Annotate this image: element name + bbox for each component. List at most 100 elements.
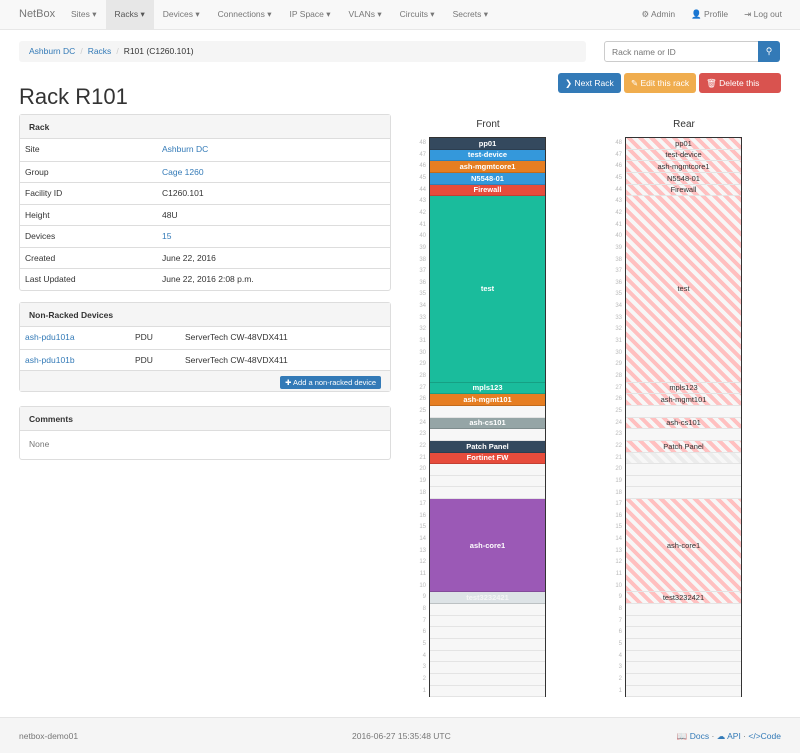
empty-unit[interactable] (626, 651, 741, 663)
empty-unit[interactable] (626, 686, 741, 698)
profile-link[interactable]: 👤 Profile (691, 0, 728, 29)
rack-device-front[interactable]: test-device (430, 149, 545, 162)
rack-device-rear[interactable]: ash-cs101 (626, 417, 741, 430)
empty-unit[interactable] (430, 651, 545, 663)
nav-menu-racks[interactable]: Racks ▾ (105, 0, 154, 29)
empty-unit[interactable] (626, 639, 741, 651)
unit-number: 4 (618, 652, 622, 659)
rack-device-front[interactable]: ash-cs101 (430, 417, 545, 430)
rack-device-rear[interactable]: ash-mgmtcore1 (626, 161, 741, 173)
admin-link[interactable]: ⚙ Admin (641, 0, 675, 29)
empty-unit[interactable] (430, 639, 545, 651)
device-link[interactable]: ash-pdu101b (25, 354, 75, 365)
attr-label: Group (25, 166, 49, 177)
device-link[interactable]: ash-pdu101a (25, 332, 75, 342)
nav-menu-ip[interactable]: IP Space ▾ (289, 9, 331, 19)
empty-unit[interactable] (626, 429, 741, 441)
rack-device-front[interactable]: ash-core1 (430, 499, 545, 593)
rack-device-rear[interactable]: test (626, 196, 741, 383)
empty-unit[interactable] (626, 604, 741, 616)
logout-link[interactable]: ⇥ Log out (744, 0, 782, 29)
api-link[interactable]: ☁ API (716, 731, 741, 741)
rack-device-rear[interactable]: mpls123 (626, 382, 741, 395)
logout-icon: ⇥ (744, 9, 752, 19)
attr-value: June 22, 2016 2:08 p.m. (162, 274, 254, 284)
nav-menu-circuits[interactable]: Circuits ▾ (399, 9, 435, 19)
rack-device-rear[interactable]: Patch Panel (626, 440, 741, 453)
rack-device-front[interactable]: Patch Panel (430, 440, 545, 453)
empty-unit[interactable] (626, 406, 741, 418)
rack-device-rear[interactable]: test-device (626, 149, 741, 162)
docs-link[interactable]: 📖 Docs (676, 731, 710, 741)
rack-search-input[interactable] (604, 41, 759, 62)
attr-value[interactable]: Cage 1260 (162, 166, 204, 177)
empty-unit[interactable] (430, 686, 545, 698)
footer-hostname: netbox-demo01 (19, 731, 79, 741)
rack-device-front[interactable]: Fortinet FW (430, 452, 545, 465)
search-button[interactable]: ⚲ (758, 41, 780, 62)
unit-number: 31 (615, 338, 622, 345)
empty-unit[interactable] (626, 488, 741, 500)
rack-device-front[interactable]: mpls123 (430, 382, 545, 395)
rack-device-front[interactable]: pp01 (430, 138, 545, 150)
breadcrumb-site[interactable]: Ashburn DC (29, 46, 76, 56)
unit-number: 40 (615, 233, 622, 240)
empty-unit[interactable] (626, 616, 741, 628)
nav-menu-connections[interactable]: Connections ▾ (217, 9, 272, 19)
edit-rack-button[interactable]: ✎ Edit this rack (624, 73, 697, 93)
rack-device-front[interactable]: test3232421 (430, 592, 545, 604)
unit-number: 19 (615, 477, 622, 484)
empty-unit[interactable] (430, 604, 545, 616)
empty-unit[interactable] (626, 464, 741, 476)
empty-unit[interactable] (430, 476, 545, 488)
rack-device-front[interactable]: Firewall (430, 184, 545, 197)
nav-menu-secrets[interactable]: Secrets ▾ (452, 9, 489, 19)
unit-number: 9 (618, 594, 622, 601)
rack-device-front[interactable]: test (430, 196, 545, 383)
rack-device-front[interactable]: ash-mgmtcore1 (430, 161, 545, 173)
nav-menu-sites[interactable]: Sites ▾ (71, 9, 97, 19)
next-rack-button[interactable]: ❯ Next Rack (558, 73, 621, 93)
brand-logo[interactable]: NetBox (19, 8, 56, 20)
empty-unit[interactable] (430, 488, 545, 500)
empty-unit[interactable] (626, 476, 741, 488)
attr-value[interactable]: 15 (162, 231, 172, 241)
rack-device-rear[interactable]: pp01 (626, 138, 741, 150)
breadcrumb-racks[interactable]: Racks (87, 46, 112, 56)
unit-number: 20 (615, 466, 622, 473)
unit-number: 46 (419, 163, 426, 170)
nav-menu-devices[interactable]: Devices ▾ (162, 9, 200, 19)
rack-device-front[interactable]: ash-mgmt101 (430, 394, 545, 406)
attr-value[interactable]: Ashburn DC (162, 144, 209, 154)
unit-number: 16 (419, 512, 426, 519)
attr-value: June 22, 2016 (162, 252, 216, 263)
empty-unit[interactable] (430, 464, 545, 476)
rack-device-rear[interactable] (626, 452, 741, 465)
rack-device-rear[interactable]: N5548-01 (626, 172, 741, 185)
empty-unit[interactable] (626, 662, 741, 674)
rack-device-rear[interactable]: ash-mgmt101 (626, 394, 741, 406)
unit-number: 25 (615, 407, 622, 414)
empty-unit[interactable] (626, 674, 741, 686)
rack-device-rear[interactable]: Firewall (626, 184, 741, 197)
empty-unit[interactable] (430, 662, 545, 674)
unit-number: 5 (422, 640, 426, 647)
unit-number: 17 (615, 501, 622, 508)
rack-device-rear[interactable]: ash-core1 (626, 499, 741, 593)
chevron-right-icon: ❯ (565, 78, 573, 88)
empty-unit[interactable] (430, 627, 545, 639)
unit-number: 33 (419, 314, 426, 321)
nav-menu-vlans[interactable]: VLANs ▾ (348, 9, 382, 19)
front-label: Front (476, 119, 500, 130)
add-non-racked-button[interactable]: ✚ Add a non-racked device (280, 376, 381, 389)
code-link[interactable]: </>Code (748, 731, 781, 741)
unit-number: 37 (419, 268, 426, 275)
empty-unit[interactable] (430, 674, 545, 686)
rack-device-rear[interactable]: test3232421 (626, 592, 741, 604)
empty-unit[interactable] (430, 616, 545, 628)
empty-unit[interactable] (626, 627, 741, 639)
rack-device-front[interactable]: N5548-01 (430, 172, 545, 185)
empty-unit[interactable] (430, 406, 545, 418)
delete-rack-button[interactable]: 🗑 Delete this rack (699, 73, 781, 108)
empty-unit[interactable] (430, 429, 545, 441)
